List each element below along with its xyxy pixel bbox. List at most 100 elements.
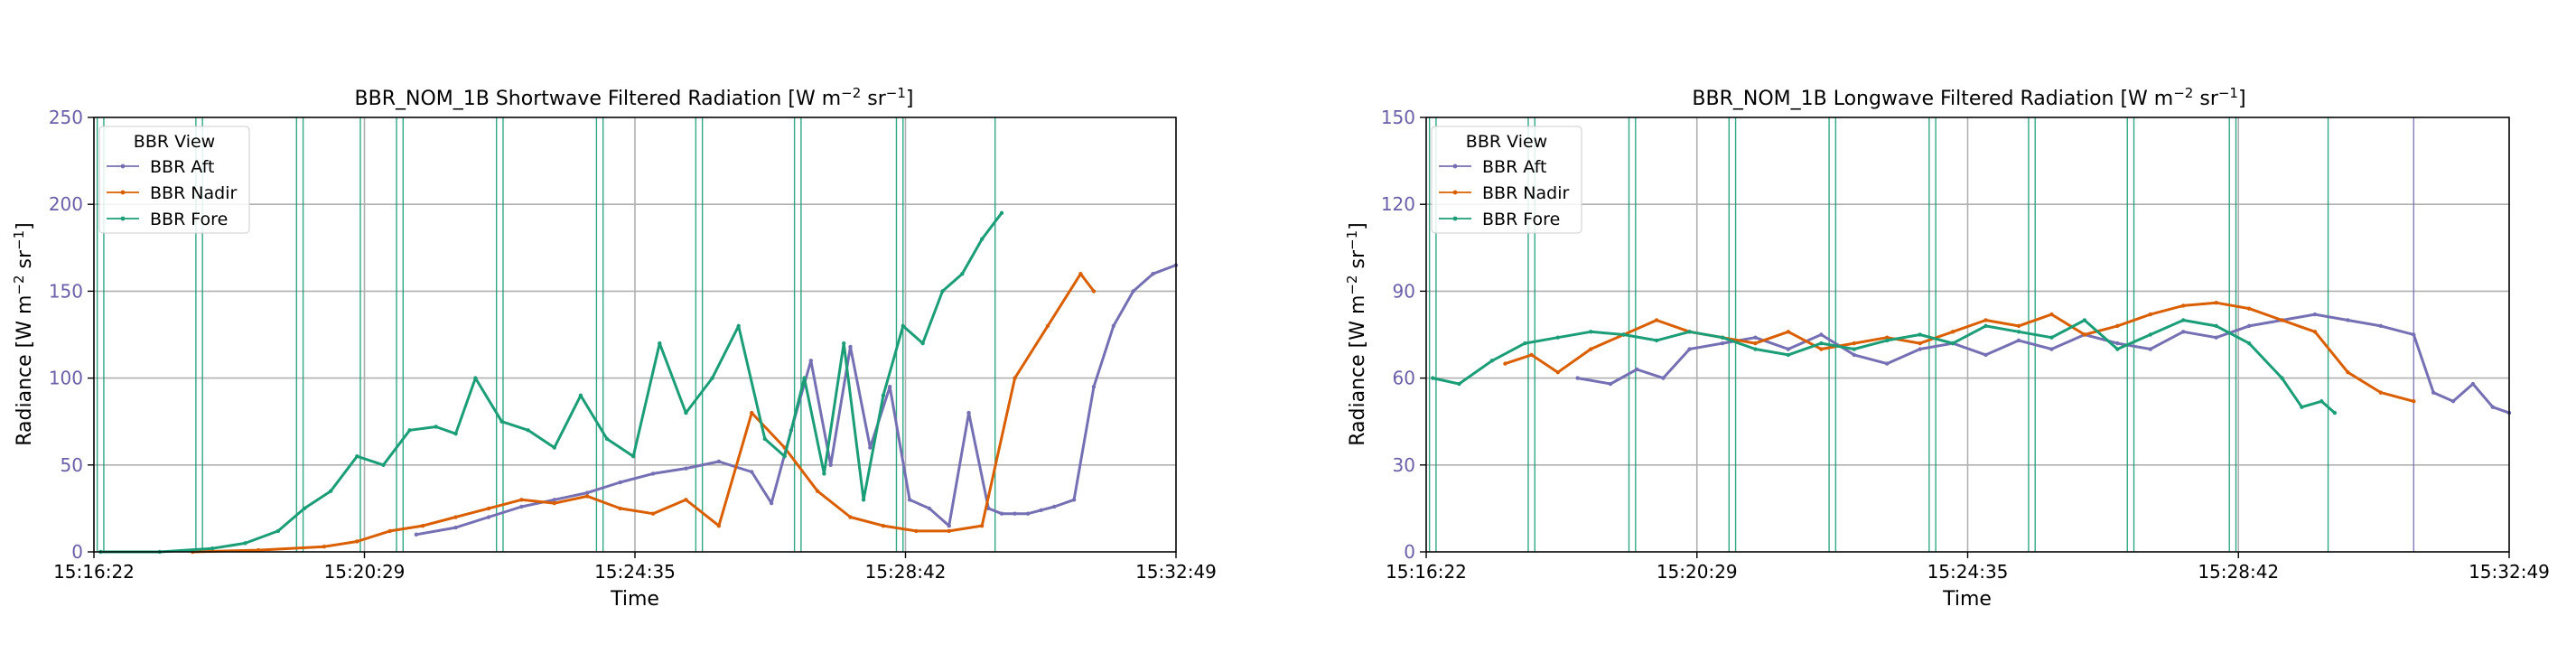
longwave-x-tick-label: 15:16:22 <box>1386 561 1467 583</box>
shortwave-series-fore-point <box>881 393 886 398</box>
shortwave-legend-label-aft: BBR Aft <box>150 157 214 177</box>
longwave-series-aft-point <box>1635 367 1639 372</box>
longwave-series-fore-point <box>1786 352 1791 358</box>
shortwave-y-tick-label: 0 <box>71 541 83 563</box>
longwave-legend-marker-aft <box>1452 163 1458 169</box>
shortwave-series-nadir-point <box>716 523 722 528</box>
longwave-x-tick-label: 15:20:29 <box>1657 561 1738 583</box>
shortwave-x-tick-label: 15:28:42 <box>865 561 947 583</box>
shortwave-series-fore-point <box>302 506 307 511</box>
shortwave-series-nadir-point <box>256 547 261 553</box>
longwave-series-nadir-point <box>1555 369 1560 375</box>
longwave-y-tick-label: 60 <box>1393 368 1415 389</box>
shortwave-series-aft-point <box>966 410 971 415</box>
longwave-x-tick-label: 15:24:35 <box>1927 561 2009 583</box>
shortwave-series-fore-point <box>604 436 610 442</box>
longwave-y-tick-label: 150 <box>1381 107 1415 128</box>
longwave-series-fore-point <box>1621 332 1626 337</box>
shortwave-y-tick-label: 200 <box>49 193 83 215</box>
shortwave-series-fore-point <box>842 341 846 346</box>
longwave-series-nadir-point <box>2412 399 2416 404</box>
shortwave-series-fore-point <box>275 528 281 534</box>
longwave-series-nadir-point <box>2016 323 2021 329</box>
longwave-scan-markers <box>1428 117 2415 552</box>
shortwave-series-nadir-point <box>815 489 820 493</box>
longwave-y-tick-label: 120 <box>1381 193 1415 215</box>
shortwave-series-aft-point <box>907 498 912 502</box>
longwave-legend-box <box>1431 126 1582 234</box>
shortwave-series-aft-point <box>585 490 590 495</box>
longwave-series-aft-point <box>2246 323 2252 329</box>
shortwave-series-aft-point <box>1052 504 1057 509</box>
longwave-series-aft-point <box>2490 405 2495 409</box>
longwave-series-fore-point <box>1431 376 1435 380</box>
shortwave-series-aft-point <box>848 344 853 350</box>
longwave-legend-label-fore: BBR Fore <box>1482 210 1560 229</box>
longwave-series-aft-point <box>2431 390 2436 395</box>
longwave-series-aft-point <box>1608 381 1613 387</box>
shortwave-series-nadir-point <box>519 498 524 502</box>
longwave-series-nadir-point <box>2049 312 2054 317</box>
longwave-series-nadir-point <box>1786 330 1791 334</box>
longwave-series-nadir-point <box>2181 303 2186 308</box>
longwave-series-nadir-point <box>2115 323 2120 329</box>
shortwave-series-aft-point <box>684 466 688 471</box>
longwave-series-aft-point <box>1819 332 1824 337</box>
shortwave-series-aft-point <box>414 532 419 537</box>
longwave-series-aft-point <box>1687 347 1692 351</box>
longwave-series-aft-point <box>2346 318 2350 322</box>
shortwave-series-nadir-point <box>947 528 951 534</box>
shortwave-series-fore-point <box>630 453 636 459</box>
longwave-x-ticks: 15:16:22 15:20:29 15:24:35 15:28:42 15:32:49 <box>1386 552 2550 583</box>
shortwave-series-nadir-point <box>1091 289 1097 294</box>
shortwave-legend-marker-nadir <box>120 190 126 195</box>
longwave-series-nadir-point <box>2082 332 2087 337</box>
longwave-series-nadir-point <box>2148 312 2152 317</box>
shortwave-x-ticks: 15:16:22 15:20:29 15:24:35 15:28:42 15:32:49 <box>53 552 1217 583</box>
longwave-series-fore-point <box>2280 376 2284 380</box>
shortwave-series-aft-point <box>519 504 524 509</box>
shortwave-series-aft-point <box>1111 323 1116 329</box>
longwave-series-aft-point <box>2115 341 2120 346</box>
longwave-series-nadir-point <box>1529 352 1534 358</box>
shortwave-legend-label-nadir: BBR Nadir <box>150 183 238 203</box>
shortwave-series-fore-point <box>210 546 215 551</box>
shortwave-series-fore-point <box>499 419 504 424</box>
shortwave-series-fore-point <box>782 453 787 459</box>
shortwave-series-fore-point <box>901 323 905 329</box>
shortwave-series-nadir-point <box>1078 271 1083 276</box>
shortwave-series-aft-point <box>750 470 754 474</box>
longwave-series-nadir-point <box>2246 306 2252 311</box>
shortwave-series-nadir-point <box>552 500 556 506</box>
shortwave-series-aft-point <box>1071 498 1077 502</box>
longwave-y-ticks: 0 30 60 90 120 150 <box>1381 107 1426 563</box>
longwave-legend-title: BBR View <box>1466 132 1547 152</box>
longwave-series-fore-point <box>2115 347 2120 351</box>
longwave-series-nadir-point <box>2214 301 2218 305</box>
shortwave-series-aft-point <box>947 523 951 528</box>
shortwave-legend-title: BBR View <box>134 132 215 152</box>
longwave-series-fore-point <box>1687 330 1692 334</box>
longwave-series-aft-point <box>2312 312 2318 317</box>
shortwave-series-nadir-point <box>420 523 425 528</box>
shortwave-series-nadir-point <box>848 515 853 519</box>
shortwave-series-aft-point <box>486 515 491 519</box>
shortwave-series-fore-point <box>552 445 556 450</box>
longwave-series-aft-point <box>1575 376 1580 380</box>
shortwave-x-tick-label: 15:16:22 <box>53 561 135 583</box>
longwave-series-nadir-point <box>1983 318 1988 322</box>
longwave-series-aft-point <box>2148 347 2152 351</box>
longwave-series-fore-point <box>2332 410 2338 415</box>
longwave-legend-label-nadir: BBR Nadir <box>1482 183 1570 203</box>
shortwave-series-nadir-point <box>650 511 656 516</box>
longwave-series-fore-point <box>2246 341 2252 346</box>
longwave-series-fore-point <box>1950 341 1955 346</box>
longwave-series-nadir-point <box>1852 341 1856 346</box>
longwave-series-aft-point <box>1661 376 1666 380</box>
shortwave-series-aft-point <box>868 445 873 450</box>
longwave-x-tick-label: 15:32:49 <box>2469 561 2550 583</box>
longwave-series-fore-point <box>1555 335 1560 340</box>
longwave-series-aft-point <box>1918 347 1922 351</box>
shortwave-series-fore-point <box>453 431 458 436</box>
